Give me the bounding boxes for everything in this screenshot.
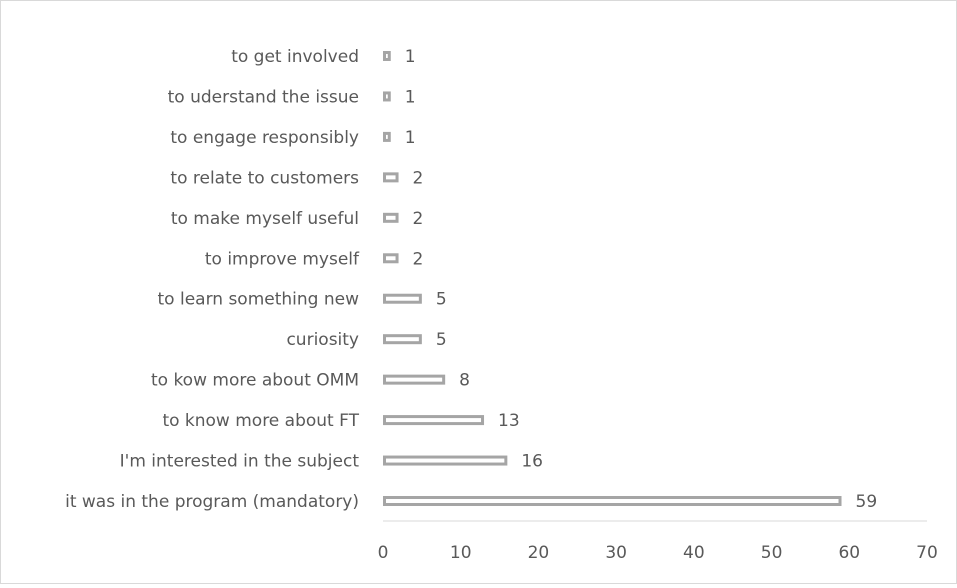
bar [383, 212, 399, 223]
bar [383, 51, 391, 61]
category-label: to make myself useful [171, 209, 359, 229]
bar [383, 91, 391, 102]
data-label: 59 [856, 492, 878, 512]
data-label: 8 [459, 371, 470, 391]
category-labels: it was in the program (mandatory) I'm int… [65, 47, 360, 512]
category-label: it was in the program (mandatory) [65, 492, 359, 512]
bar [383, 496, 842, 506]
x-tick-label: 0 [378, 543, 389, 563]
category-label: to uderstand the issue [168, 87, 359, 107]
data-label: 1 [405, 128, 416, 148]
category-label: to get involved [231, 47, 359, 67]
bar [383, 172, 399, 183]
x-tick-label: 30 [605, 543, 627, 563]
x-tick-label: 60 [838, 543, 860, 563]
category-label: curiosity [286, 330, 359, 350]
data-label: 5 [436, 290, 447, 310]
data-label: 5 [436, 330, 447, 350]
data-label: 1 [405, 87, 416, 107]
data-label: 2 [413, 168, 424, 188]
x-tick-label: 10 [450, 543, 472, 563]
bar [383, 455, 508, 466]
x-tick-labels: 0 10 20 30 40 50 60 70 [378, 543, 938, 563]
category-label: to improve myself [205, 249, 360, 269]
category-label: to engage responsibly [170, 128, 359, 148]
data-label: 2 [413, 249, 424, 269]
bar [383, 334, 422, 345]
data-label: 16 [521, 452, 543, 472]
bar [383, 415, 485, 426]
data-label: 2 [413, 209, 424, 229]
bars-group [383, 51, 842, 506]
category-label: to kow more about OMM [151, 371, 359, 391]
category-label: to relate to customers [170, 168, 359, 188]
x-tick-label: 50 [761, 543, 783, 563]
category-label: to know more about FT [162, 411, 359, 431]
x-tick-label: 40 [683, 543, 705, 563]
category-label: I'm interested in the subject [120, 452, 360, 472]
bar [383, 374, 446, 385]
data-label: 1 [405, 47, 416, 67]
bar [383, 293, 422, 304]
x-tick-label: 20 [528, 543, 550, 563]
x-tick-label: 70 [916, 543, 938, 563]
bar [383, 253, 399, 264]
data-labels: 59 16 13 8 5 5 2 2 2 1 1 1 [405, 47, 877, 512]
category-label: to learn something new [158, 290, 360, 310]
data-label: 13 [498, 411, 520, 431]
bar [383, 131, 391, 142]
